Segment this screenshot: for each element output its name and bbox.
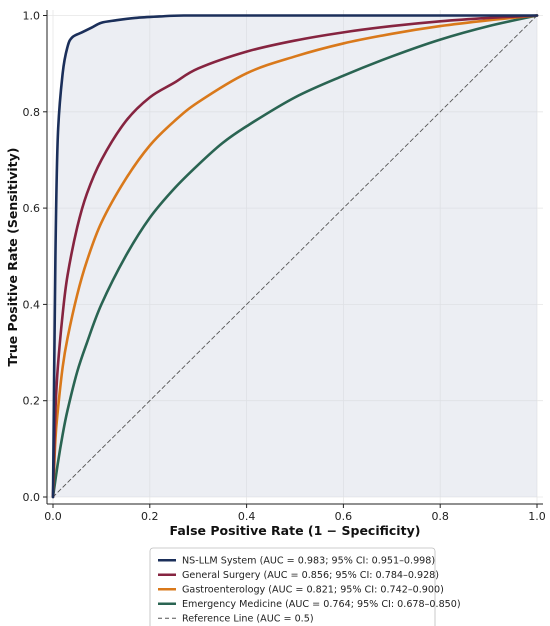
y-tick-label-3: 0.6 [23,202,41,215]
series-line-1 [51,14,539,499]
y-tick-label-2: 0.4 [23,298,41,311]
y-tick-label-5: 1.0 [23,10,41,23]
legend-label-3: Emergency Medicine (AUC = 0.764; 95% CI:… [182,599,461,610]
legend: NS-LLM System (AUC = 0.983; 95% CI: 0.95… [149,547,461,626]
series-line-4 [52,15,538,498]
legend-label-2: Gastroenterology (AUC = 0.821; 95% CI: 0… [182,585,444,596]
x-tick-label-2: 0.4 [238,510,256,523]
x-tick-label-5: 1.0 [528,510,546,523]
y-tick-label-4: 0.8 [23,106,41,119]
series-line-2 [51,14,539,499]
tick-labels: 0.0 0.2 0.4 0.6 0.8 1.0 0.0 0.2 0.4 0.6 0.8 1.0 [23,10,546,524]
series-lines [51,14,539,499]
x-axis-label: False Positive Rate (1 − Specificity) [170,523,421,538]
y-axis-label: True Positive Rate (Sensitivity) [5,148,20,367]
legend-label-1: General Surgery (AUC = 0.856; 95% CI: 0.… [182,570,439,581]
series-line-3 [51,14,539,499]
y-tick-label-0: 0.0 [23,491,41,504]
y-tick-label-1: 0.2 [23,395,41,408]
axes [43,10,543,508]
x-tick-label-0: 0.0 [44,510,62,523]
legend-label-0: NS-LLM System (AUC = 0.983; 95% CI: 0.95… [182,556,435,567]
legend-label-4: Reference Line (AUC = 0.5) [182,614,314,625]
legend-box [149,547,436,626]
series-line-0 [51,14,539,499]
grid [47,10,543,504]
x-tick-label-1: 0.2 [141,510,159,523]
x-tick-label-4: 0.8 [431,510,449,523]
x-tick-label-3: 0.6 [335,510,353,523]
